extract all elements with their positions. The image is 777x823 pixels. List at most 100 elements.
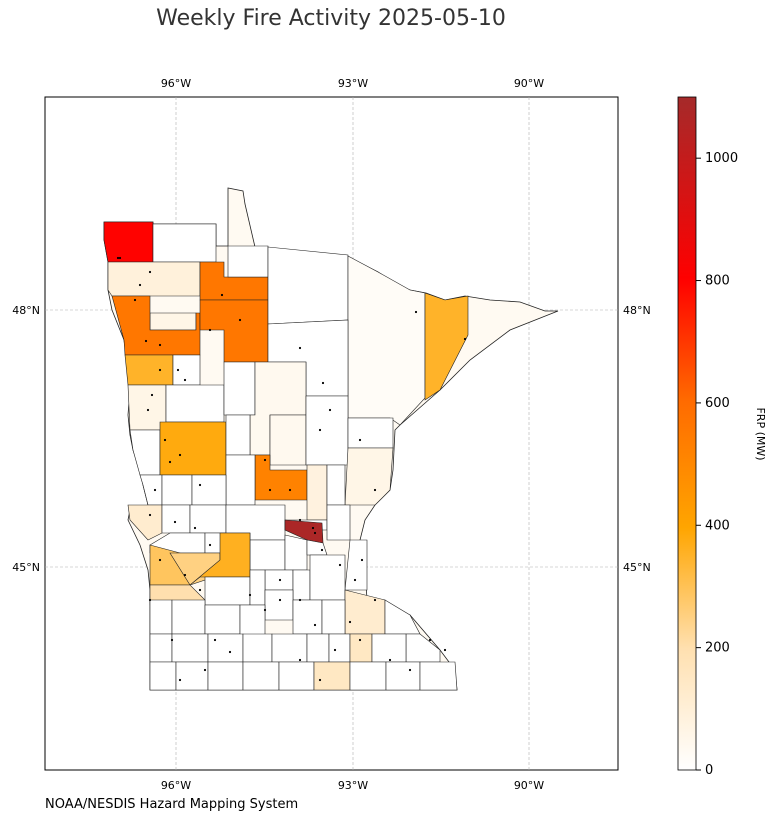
colorbar-label: FRP (MW) <box>754 407 767 460</box>
fire-detection-point <box>313 623 317 627</box>
fire-detection-point <box>183 378 187 382</box>
county-cottonwood <box>207 633 244 663</box>
fire-detection-point <box>268 488 272 492</box>
fire-detection-point <box>298 598 302 602</box>
fire-detection-point <box>170 638 174 642</box>
county-brown <box>204 604 241 635</box>
colorbar-tick-label: 200 <box>705 641 730 656</box>
county-nobles <box>175 661 209 691</box>
fire-detection-point <box>318 678 322 682</box>
colorbar-tick-label: 600 <box>705 396 730 411</box>
fire-detection-point <box>150 393 154 397</box>
county-olmsted <box>371 633 407 663</box>
county-polk <box>111 295 201 356</box>
lon-tick-top-90w: 90°W <box>514 77 544 90</box>
lon-tick-bottom-93w: 93°W <box>338 779 368 792</box>
fire-detections <box>116 256 467 682</box>
fire-detection-point <box>238 318 242 322</box>
fire-detection-point <box>278 598 282 602</box>
county-pipestone <box>149 633 173 663</box>
county-wright <box>249 539 286 571</box>
county-fillmore <box>385 661 421 691</box>
county-carlton <box>347 417 394 449</box>
colorbar <box>677 96 697 771</box>
county-renville <box>189 532 251 586</box>
county-norman <box>124 354 174 386</box>
fire-detection-point <box>373 598 377 602</box>
lat-tick-right-45n: 45°N <box>623 561 651 574</box>
county-rice <box>321 599 346 635</box>
county-freeborn <box>313 661 351 691</box>
fire-detection-point <box>373 488 377 492</box>
county-morrison <box>225 454 256 506</box>
fire-detection-point <box>118 256 122 260</box>
county-crow-wing <box>269 414 307 466</box>
source-credit: NOAA/NESDIS Hazard Mapping System <box>45 797 299 812</box>
fire-detection-point <box>298 518 302 522</box>
fire-detection-point <box>148 598 152 602</box>
fire-detection-point <box>298 658 302 662</box>
fire-detection-point <box>358 438 362 442</box>
fire-detection-point <box>133 298 137 302</box>
county-le-sueur <box>292 599 323 635</box>
lon-tick-top-96w: 96°W <box>161 77 191 90</box>
fire-detection-point <box>158 368 162 372</box>
colorbar-ticks: 0 200 400 600 800 1000 <box>696 151 738 778</box>
fire-detection-point <box>248 593 252 597</box>
lat-tick-left-45n: 45°N <box>12 561 40 574</box>
county-steele <box>328 633 351 663</box>
county-dodge <box>349 633 373 663</box>
fire-detection-point <box>148 270 152 274</box>
fire-detection-point <box>443 648 447 652</box>
fire-detection-point <box>146 408 150 412</box>
fire-detection-point <box>178 453 182 457</box>
fire-detection-point <box>148 513 152 517</box>
county-dakota <box>309 554 346 601</box>
fire-detection-point <box>158 558 162 562</box>
colorbar-tick-label: 1000 <box>705 151 738 166</box>
county-hennepin <box>284 534 308 571</box>
fire-detection-point <box>263 608 267 612</box>
fire-detection-point <box>278 578 282 582</box>
fire-detection-point <box>153 488 157 492</box>
county-washington <box>344 539 368 591</box>
county-pope <box>161 504 191 534</box>
fire-detection-point <box>311 526 315 530</box>
county-mille-lacs <box>306 464 328 521</box>
county-hubbard <box>223 361 256 416</box>
county-lincoln <box>149 599 173 635</box>
fire-detection-point <box>158 343 162 347</box>
county-lyon <box>171 599 206 635</box>
county-redwood <box>204 576 251 606</box>
fire-detection-point <box>333 648 337 652</box>
fire-detection-point <box>178 678 182 682</box>
fire-detection-point <box>193 526 197 530</box>
county-mower <box>349 661 387 691</box>
county-aitkin <box>305 395 349 466</box>
county-scott <box>292 569 311 601</box>
fire-detection-point <box>328 408 332 412</box>
county-blue-earth <box>271 633 308 663</box>
county-koochiching <box>267 246 349 325</box>
fire-detection-point <box>288 488 292 492</box>
county-faribault <box>278 661 315 691</box>
county-rock <box>149 661 177 691</box>
fire-detection-point <box>318 428 322 432</box>
county-marshall <box>107 261 201 297</box>
fire-detection-point <box>313 531 317 535</box>
fire-detection-point <box>414 310 418 314</box>
lon-tick-bottom-96w: 96°W <box>161 779 191 792</box>
fire-detection-point <box>463 337 467 341</box>
county-murray <box>171 633 209 663</box>
fire-detection-point <box>138 283 142 287</box>
fire-detection-point <box>408 668 412 672</box>
fire-detection-point <box>176 368 180 372</box>
lon-tick-bottom-90w: 90°W <box>514 779 544 792</box>
county-otter-tail <box>159 421 227 476</box>
fire-detection-point <box>144 339 148 343</box>
county-lake-of-woods <box>227 245 269 278</box>
fire-detection-point <box>208 328 212 332</box>
county-sibley <box>264 589 294 621</box>
lon-tick-top-93w: 93°W <box>338 77 368 90</box>
